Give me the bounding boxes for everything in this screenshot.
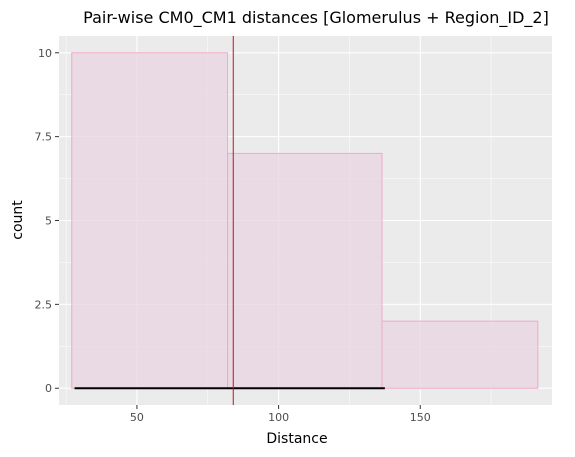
y-tick-label: 0 bbox=[45, 382, 52, 395]
y-tick-label: 5 bbox=[45, 215, 52, 228]
y-axis-label: count bbox=[10, 200, 26, 240]
y-tick-label: 7.5 bbox=[35, 131, 53, 144]
x-tick-label: 50 bbox=[130, 411, 144, 424]
y-axis: 0 2.5 5 7.5 10 bbox=[35, 47, 59, 395]
x-tick-label: 150 bbox=[410, 411, 431, 424]
y-tick-label: 2.5 bbox=[35, 298, 53, 311]
overlays bbox=[74, 36, 385, 405]
y-tick-label: 10 bbox=[38, 47, 52, 60]
x-tick-label: 100 bbox=[268, 411, 289, 424]
histogram-bars bbox=[71, 52, 539, 389]
histogram-bar bbox=[227, 152, 383, 389]
histogram-bar bbox=[71, 52, 229, 389]
histogram-bar bbox=[381, 320, 539, 389]
x-axis-label: Distance bbox=[266, 431, 327, 447]
x-axis: 50 100 150 bbox=[130, 405, 431, 424]
chart-title: Pair-wise CM0_CM1 distances [Glomerulus … bbox=[83, 8, 549, 28]
